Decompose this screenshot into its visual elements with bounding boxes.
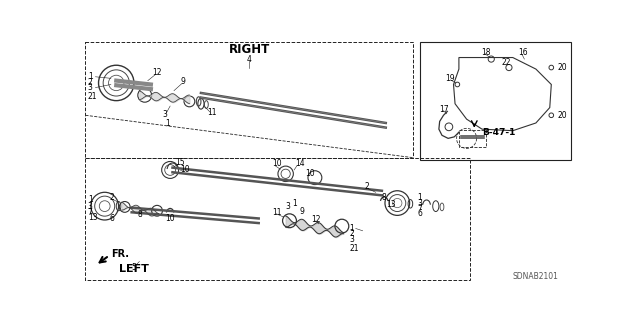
Text: 10: 10 (164, 214, 174, 223)
Text: 14: 14 (296, 159, 305, 168)
Text: 12: 12 (152, 68, 162, 77)
Bar (420, 42, 572, 160)
Text: 6: 6 (109, 214, 114, 223)
Bar (459, 130, 486, 147)
Text: 3: 3 (285, 203, 291, 211)
Text: 3: 3 (88, 83, 93, 92)
Text: 19: 19 (445, 74, 454, 83)
Bar (86, 158, 470, 280)
Text: 1: 1 (88, 72, 93, 81)
Text: 22: 22 (501, 58, 511, 67)
Bar (86, 42, 413, 158)
Text: 1: 1 (292, 198, 298, 208)
Text: 5: 5 (132, 263, 136, 272)
Text: 2: 2 (349, 229, 355, 238)
Text: B-47-1: B-47-1 (482, 129, 515, 137)
Text: 4: 4 (247, 55, 252, 63)
Text: 16: 16 (518, 48, 528, 57)
Text: 11: 11 (272, 208, 282, 217)
Text: 1: 1 (417, 193, 422, 202)
Text: 21: 21 (88, 92, 97, 101)
Text: 17: 17 (440, 105, 449, 114)
Text: 3: 3 (349, 235, 355, 244)
Text: 10: 10 (180, 165, 190, 174)
Text: 9: 9 (300, 207, 305, 216)
Text: 3: 3 (163, 110, 167, 119)
Text: 12: 12 (311, 215, 321, 224)
Text: 8: 8 (382, 193, 387, 202)
Text: 20: 20 (557, 111, 567, 120)
Text: 13: 13 (386, 200, 396, 209)
Text: 1: 1 (349, 224, 355, 233)
Text: 10: 10 (273, 159, 282, 168)
Text: 8: 8 (137, 210, 142, 219)
Text: 21: 21 (349, 244, 359, 253)
Text: 1: 1 (88, 196, 93, 204)
Text: 7: 7 (88, 208, 93, 217)
Text: 15: 15 (175, 158, 185, 167)
Text: 2: 2 (88, 78, 93, 87)
Text: RIGHT: RIGHT (229, 42, 270, 56)
Text: 1: 1 (164, 119, 170, 128)
Text: SDNAB2101: SDNAB2101 (513, 272, 559, 281)
Text: 3: 3 (417, 198, 422, 208)
Text: 18: 18 (481, 48, 491, 57)
Text: 6: 6 (417, 209, 422, 218)
Text: 2: 2 (109, 193, 114, 202)
Text: 2: 2 (365, 182, 370, 191)
Text: 10: 10 (305, 169, 314, 178)
Text: LEFT: LEFT (118, 264, 148, 274)
Text: 3: 3 (88, 202, 93, 211)
Text: FR.: FR. (111, 249, 129, 259)
Text: 7: 7 (417, 204, 422, 213)
Text: 20: 20 (557, 63, 567, 72)
Text: 13: 13 (88, 213, 97, 222)
Text: 9: 9 (180, 77, 185, 86)
Text: 11: 11 (207, 108, 216, 117)
